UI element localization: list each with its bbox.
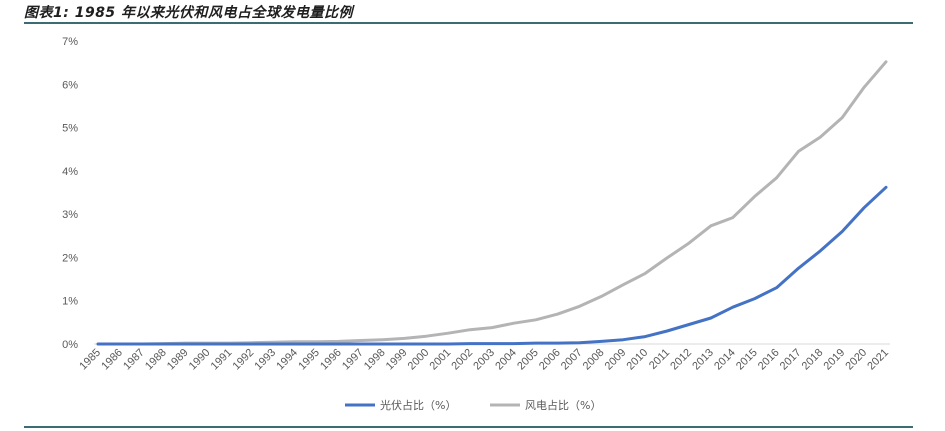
x-tick-label: 2013 bbox=[690, 347, 716, 373]
y-tick-label: 2% bbox=[62, 252, 78, 264]
x-tick-label: 1985 bbox=[77, 347, 103, 373]
x-tick-label: 1992 bbox=[231, 347, 257, 373]
x-tick-label: 2015 bbox=[734, 347, 760, 373]
y-tick-label: 7% bbox=[62, 36, 78, 48]
x-tick-label: 1988 bbox=[143, 347, 169, 373]
x-tick-label: 1986 bbox=[99, 347, 125, 373]
x-tick-label: 2005 bbox=[515, 347, 541, 373]
x-tick-label: 2002 bbox=[449, 347, 475, 373]
x-tick-label: 1999 bbox=[384, 347, 410, 373]
y-tick-label: 6% bbox=[62, 79, 78, 91]
series-line bbox=[96, 60, 888, 346]
x-axis-labels: 1985198619871988198919901991199219931994… bbox=[77, 347, 891, 373]
y-tick-label: 4% bbox=[62, 166, 78, 178]
x-tick-label: 1995 bbox=[296, 347, 322, 373]
x-tick-label: 2018 bbox=[800, 347, 826, 373]
x-tick-label: 2012 bbox=[668, 347, 694, 373]
x-tick-label: 1987 bbox=[121, 347, 147, 373]
x-tick-label: 1996 bbox=[318, 347, 344, 373]
series-line bbox=[96, 185, 888, 346]
x-tick-label: 2011 bbox=[647, 347, 672, 372]
x-tick-label: 1994 bbox=[274, 347, 300, 373]
title-rule bbox=[24, 22, 913, 24]
bottom-rule bbox=[24, 426, 913, 428]
x-tick-label: 2007 bbox=[559, 347, 585, 373]
y-tick-label: 1% bbox=[62, 296, 78, 308]
figure-title: 图表1: 1985 年以来光伏和风电占全球发电量比例 bbox=[24, 5, 354, 21]
x-tick-label: 2006 bbox=[537, 347, 563, 373]
y-tick-label: 3% bbox=[62, 209, 78, 221]
x-tick-label: 2016 bbox=[756, 347, 782, 373]
y-tick-label: 5% bbox=[62, 123, 78, 135]
legend-label: 光伏占比（%） bbox=[380, 398, 456, 412]
x-tick-label: 2001 bbox=[428, 347, 454, 373]
x-tick-label: 2008 bbox=[581, 347, 607, 373]
x-tick-label: 2010 bbox=[625, 347, 651, 373]
x-tick-label: 2003 bbox=[471, 347, 497, 373]
x-tick-label: 1993 bbox=[252, 347, 278, 373]
x-tick-label: 2004 bbox=[493, 347, 519, 373]
legend: 光伏占比（%） 风电占比（%） bbox=[345, 398, 601, 412]
x-tick-label: 1998 bbox=[362, 347, 388, 373]
x-tick-label: 2000 bbox=[406, 347, 432, 373]
x-tick-label: 1990 bbox=[187, 347, 213, 373]
y-axis-labels: 0% 1% 2% 3% 4% 5% 6% 7% bbox=[62, 36, 78, 351]
series-lines bbox=[96, 60, 888, 346]
x-tick-label: 1991 bbox=[209, 347, 235, 373]
x-tick-label: 2020 bbox=[843, 347, 869, 373]
y-tick-label: 0% bbox=[62, 339, 78, 351]
x-tick-label: 1997 bbox=[340, 347, 366, 373]
x-tick-label: 1989 bbox=[165, 347, 191, 373]
x-tick-label: 2017 bbox=[778, 347, 804, 373]
x-tick-label: 2009 bbox=[603, 347, 629, 373]
x-tick-label: 2019 bbox=[822, 347, 848, 373]
x-tick-label: 2021 bbox=[865, 347, 891, 373]
x-tick-label: 2014 bbox=[712, 347, 738, 373]
legend-label: 风电占比（%） bbox=[525, 398, 601, 412]
